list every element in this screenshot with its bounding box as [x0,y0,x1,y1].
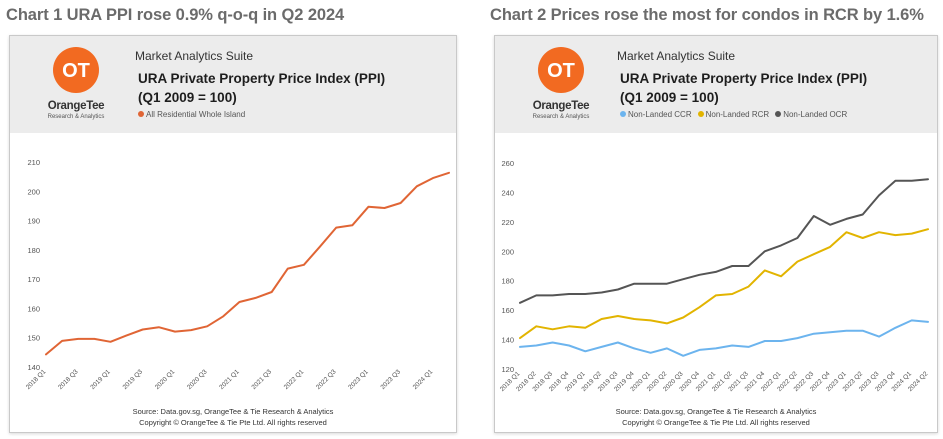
chart-1-headline: Chart 1 URA PPI rose 0.9% q-o-q in Q2 20… [6,6,345,24]
y-tick-label: 200 [27,187,40,196]
x-tick-label: 2021 Q1 [218,368,241,391]
svg-text:OT: OT [62,60,90,82]
chart-2-legend: Non-Landed CCR Non-Landed RCR Non-Landed O… [620,110,853,119]
legend-label: Non-Landed OCR [783,110,848,119]
x-tick-label: 2020 Q1 [154,368,177,391]
orangetee-logo-icon: OT [53,47,99,93]
y-tick-label: 240 [501,188,514,197]
suite-name: Market Analytics Suite [617,49,736,63]
chart-card-header: OT OrangeTee Research & Analytics Market… [495,36,937,133]
legend-label: All Residential Whole Island [146,110,246,119]
svg-text:OT: OT [547,60,575,82]
chart-title: URA Private Property Price Index (PPI) (… [620,69,867,107]
legend-dot-icon [775,111,782,117]
legend-item: Non-Landed OCR [775,110,847,119]
y-tick-label: 170 [27,275,40,284]
y-tick-label: 120 [501,365,514,374]
copyright-line: Copyright © OrangeTee & Tie Pte Ltd. All… [139,418,327,427]
copyright-line: Copyright © OrangeTee & Tie Pte Ltd. All… [622,418,810,427]
chart-card-header: OT OrangeTee Research & Analytics Market… [10,36,456,133]
x-tick-label: 2018 Q3 [57,368,80,391]
chart-title-line2: (Q1 2009 = 100) [620,90,719,105]
y-tick-label: 140 [501,336,514,345]
y-tick-label: 220 [501,218,514,227]
legend-item: All Residential Whole Island [138,110,245,119]
suite-name: Market Analytics Suite [135,49,254,63]
chart-card-1: OT OrangeTee Research & Analytics Market… [9,35,457,433]
y-tick-label: 140 [27,363,40,372]
series-line-non-landed-rcr [519,228,929,340]
source-note: Source: Data.gov.sg, OrangeTee & Tie Res… [495,406,937,428]
legend-label: Non-Landed RCR [705,110,770,119]
y-tick-label: 160 [27,304,40,313]
x-tick-label: 2021 Q3 [251,368,274,391]
source-note: Source: Data.gov.sg, OrangeTee & Tie Res… [10,406,456,428]
x-tick-label: 2022 Q3 [315,368,338,391]
legend-label: Non-Landed CCR [628,110,692,119]
orangetee-logo-icon: OT [538,47,584,93]
chart-title-line2: (Q1 2009 = 100) [138,90,237,105]
y-tick-label: 180 [501,277,514,286]
chart-2-headline: Chart 2 Prices rose the most for condos … [490,6,924,24]
legend-dot-icon [697,111,704,117]
x-tick-label: 2024 Q1 [412,368,435,391]
chart-card-2: OT OrangeTee Research & Analytics Market… [494,35,938,433]
y-tick-label: 150 [27,334,40,343]
series-line-all-residential-whole-island [45,171,450,356]
x-tick-label: 2023 Q1 [347,368,370,391]
brand-tagline: Research & Analytics [47,114,105,120]
x-tick-label: 2023 Q3 [379,368,402,391]
x-tick-label: 2020 Q3 [186,368,209,391]
chart-title-line1: URA Private Property Price Index (PPI) [620,71,868,86]
x-tick-label: 2019 Q3 [122,368,145,391]
brand-name: OrangeTee [532,100,590,112]
x-tick-label: 2022 Q1 [283,368,306,391]
y-tick-label: 210 [27,158,40,167]
chart-title-line1: URA Private Property Price Index (PPI) [138,71,386,86]
source-line: Source: Data.gov.sg, OrangeTee & Tie Res… [132,407,334,416]
legend-item: Non-Landed RCR [697,110,770,119]
series-line-non-landed-ccr [519,319,929,357]
y-tick-label: 200 [501,247,514,256]
legend-item: Non-Landed CCR [620,110,692,119]
series-line-non-landed-ocr [519,178,929,304]
x-tick-label: 2019 Q1 [89,368,112,391]
y-tick-label: 260 [501,159,514,168]
y-tick-label: 190 [27,217,40,226]
legend-dot-icon [138,111,144,117]
legend-dot-icon [620,111,626,117]
y-tick-label: 180 [27,246,40,255]
brand-tagline: Research & Analytics [532,114,590,120]
y-tick-label: 160 [501,306,514,315]
chart-title: URA Private Property Price Index (PPI) (… [138,69,385,107]
chart-1-legend: All Residential Whole Island [138,110,251,119]
brand-name: OrangeTee [47,100,105,112]
source-line: Source: Data.gov.sg, OrangeTee & Tie Res… [615,407,817,416]
